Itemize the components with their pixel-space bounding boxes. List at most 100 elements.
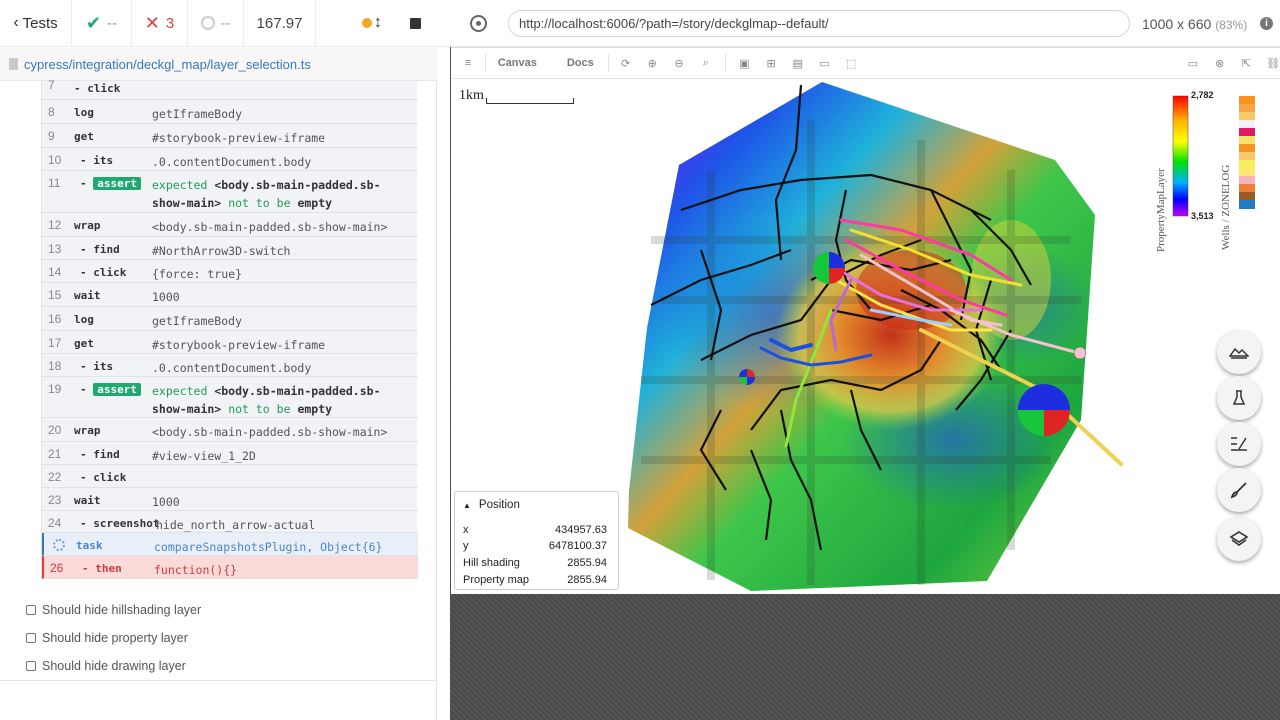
- stop-icon[interactable]: [410, 17, 421, 29]
- test-item[interactable]: Should hide drawing layer: [26, 657, 186, 675]
- command-message: function(){}: [154, 563, 238, 577]
- auto-scroll-toggle-icon[interactable]: ↕: [374, 14, 382, 31]
- command-row[interactable]: 16 log getIframeBody: [42, 307, 418, 331]
- grid-icon[interactable]: ⊞: [766, 57, 776, 70]
- url-display[interactable]: http://localhost:6006/?path=/story/deckg…: [508, 10, 1130, 37]
- command-row[interactable]: 14 - click {force: true}: [42, 260, 418, 283]
- layers-icon: [1229, 531, 1249, 546]
- command-log: 7 - click 8 log getIframeBody 9 get #sto…: [41, 78, 418, 579]
- layers-button[interactable]: [1217, 517, 1261, 561]
- position-row-y: y 6478100.37: [463, 540, 607, 552]
- scale-ruler: [485, 98, 574, 104]
- command-name: wrap: [74, 219, 101, 232]
- draw-mode-button[interactable]: [1217, 422, 1261, 466]
- background-icon[interactable]: ▣: [739, 57, 750, 70]
- command-message: getIframeBody: [152, 314, 243, 328]
- assert-subject: <body.sb-main-padded.sb-show-main>: [152, 178, 381, 210]
- close-circle-icon[interactable]: ⊗: [1214, 57, 1225, 70]
- command-row[interactable]: 23 wait 1000: [42, 488, 418, 511]
- command-message: getIframeBody: [152, 107, 243, 121]
- scale-label: 1km: [459, 88, 484, 103]
- command-message: {force: true}: [152, 267, 243, 281]
- storybook-toolbar: ≡ Canvas Docs ⟳ ⊕ ⊖ ⌕ ▣ ⊞ ▤ ▭ ⬚ ▭ ⊗ ⇱ ⛓: [451, 48, 1280, 79]
- command-row-active[interactable]: task compareSnapshotsPlugin, Object{6}: [42, 533, 418, 556]
- command-message: expected <body.sb-main-padded.sb-show-ma…: [152, 382, 412, 418]
- command-number: 18: [48, 359, 62, 373]
- command-row[interactable]: 21 - find #view-view_1_2D: [42, 442, 418, 465]
- command-name: - its: [80, 360, 114, 373]
- measure-icon[interactable]: ▭: [819, 57, 830, 70]
- copy-link-icon[interactable]: ⛓: [1266, 57, 1280, 70]
- command-row[interactable]: 22 - click: [42, 465, 418, 488]
- selector-playground-icon[interactable]: [470, 15, 487, 32]
- zoom-in-icon[interactable]: ⊕: [647, 57, 657, 70]
- command-number: 22: [48, 470, 62, 484]
- command-name: get: [74, 130, 94, 143]
- command-number: 7: [48, 78, 55, 92]
- spec-path-link[interactable]: cypress/integration/deckgl_map/layer_sel…: [24, 56, 311, 72]
- deckgl-map[interactable]: 1km PropertyMapLayer 2,782 3,513 Wells /…: [451, 80, 1280, 594]
- position-value: 2855.94: [567, 557, 607, 569]
- pending-circle-icon: [200, 16, 215, 30]
- command-name: wrap: [74, 424, 101, 437]
- viewport-icon[interactable]: ▤: [792, 57, 803, 70]
- back-to-tests-button[interactable]: ‹ Tests: [0, 0, 72, 47]
- position-header[interactable]: ▲ Position: [463, 499, 520, 511]
- command-row[interactable]: 8 log getIframeBody: [42, 100, 418, 124]
- well-view-button[interactable]: [1217, 376, 1261, 420]
- tab-docs[interactable]: Docs: [566, 57, 594, 69]
- map-canvas[interactable]: [451, 80, 1280, 594]
- open-new-tab-icon[interactable]: ⇱: [1241, 57, 1251, 70]
- command-row[interactable]: 17 get #storybook-preview-iframe: [42, 331, 418, 354]
- reload-icon[interactable]: ⟳: [620, 57, 631, 70]
- test-title: Should hide property layer: [42, 631, 188, 645]
- test-item[interactable]: Should hide hillshading layer: [26, 601, 201, 619]
- assert-badge: assert: [93, 383, 141, 396]
- command-row[interactable]: 15 wait 1000: [42, 283, 418, 307]
- zoom-out-icon[interactable]: ⊖: [674, 57, 684, 70]
- command-row[interactable]: 18 - its .0.contentDocument.body: [42, 354, 418, 377]
- zoom-reset-icon[interactable]: ⌕: [702, 56, 709, 69]
- command-row-failed[interactable]: 26 - then function(){}: [42, 556, 418, 579]
- command-row-assert[interactable]: 19 - assert expected <body.sb-main-padde…: [42, 377, 418, 418]
- command-name: - its: [80, 154, 114, 167]
- command-row[interactable]: 13 - find #NorthArrow3D-switch: [42, 237, 418, 260]
- command-name: wait: [74, 289, 101, 302]
- command-number: 8: [48, 105, 55, 119]
- assert-text: not to be: [228, 402, 291, 416]
- position-label: Hill shading: [463, 557, 520, 569]
- divider: [607, 54, 609, 72]
- spec-path-bar: cypress/integration/deckgl_map/layer_sel…: [0, 48, 437, 81]
- command-row[interactable]: 20 wrap <body.sb-main-padded.sb-show-mai…: [42, 418, 418, 442]
- file-icon: [9, 58, 18, 70]
- panel-toggle-icon[interactable]: ▭: [1187, 57, 1199, 70]
- command-row[interactable]: 10 - its .0.contentDocument.body: [42, 148, 418, 171]
- command-row-assert[interactable]: 11 - assert expected <body.sb-main-padde…: [42, 171, 418, 213]
- command-row[interactable]: 24 - screenshot hide_north_arrow-actual: [42, 511, 418, 533]
- command-name: - find: [80, 448, 120, 461]
- position-readout-panel: ▲ Position x 434957.63 y 6478100.37 Hill…: [454, 491, 619, 590]
- command-row[interactable]: 12 wrap <body.sb-main-padded.sb-show-mai…: [42, 213, 418, 237]
- assert-text: not to be: [228, 196, 291, 210]
- sidebar-toggle-icon[interactable]: ≡: [464, 57, 472, 69]
- info-icon[interactable]: i: [1260, 17, 1273, 30]
- command-name: log: [74, 106, 94, 119]
- outline-icon[interactable]: ⬚: [845, 57, 857, 70]
- passed-count: ✔ --: [72, 0, 132, 47]
- test-title: Should hide drawing layer: [42, 659, 186, 673]
- tab-canvas[interactable]: Canvas: [497, 57, 537, 69]
- brush-icon: [1230, 482, 1247, 499]
- runner-header: ‹ Tests ✔ -- ✕ 3 -- 167.97 ↕: [0, 0, 450, 47]
- command-number: 26: [50, 561, 64, 575]
- command-row[interactable]: 9 get #storybook-preview-iframe: [42, 124, 418, 148]
- brush-button[interactable]: [1217, 468, 1261, 512]
- command-row[interactable]: 7 - click: [42, 78, 418, 100]
- command-message: #storybook-preview-iframe: [152, 338, 326, 352]
- command-name: - assert: [80, 383, 141, 396]
- view-3d-button[interactable]: [1217, 330, 1261, 374]
- command-number: 24: [48, 516, 62, 530]
- command-name: - screenshot: [80, 517, 160, 530]
- test-item[interactable]: Should hide property layer: [26, 629, 188, 647]
- passed-value: --: [107, 14, 118, 32]
- viewport-dimensions: 1000 x 660: [1142, 16, 1212, 32]
